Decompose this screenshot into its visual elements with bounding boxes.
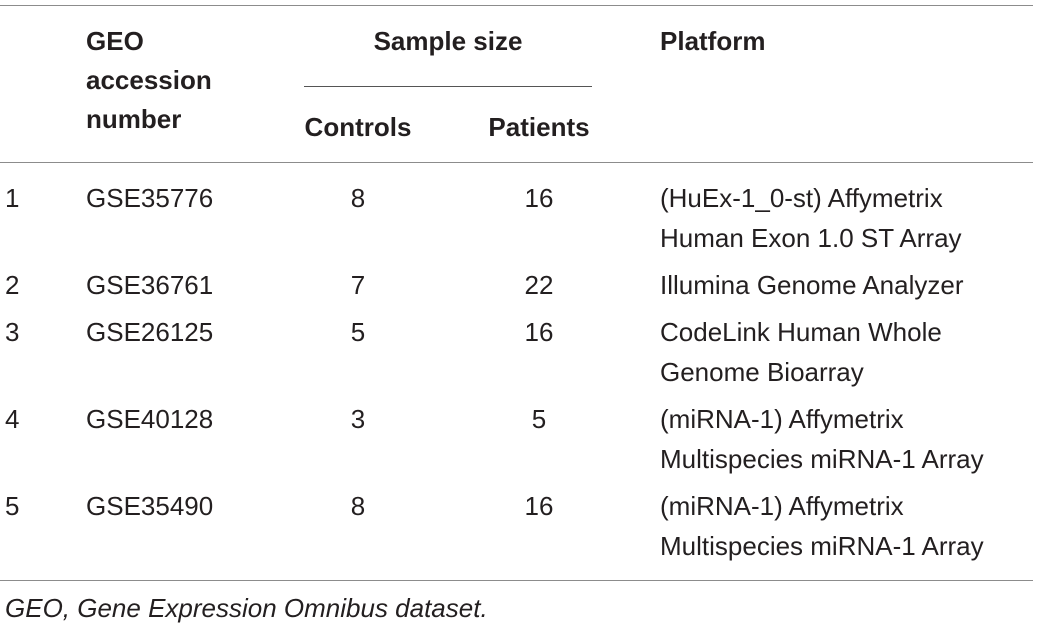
row-index: 3	[5, 317, 20, 347]
row-platform-line-2: Multispecies miRNA-1 Array	[660, 531, 984, 561]
row-index: 4	[5, 404, 20, 434]
row-accession: GSE35776	[86, 183, 214, 213]
row-controls: 3	[350, 404, 366, 434]
row-index: 1	[5, 183, 20, 213]
row-accession: GSE35490	[86, 491, 214, 521]
row-platform-line-2: Human Exon 1.0 ST Array	[660, 223, 962, 253]
header-platform: Platform	[660, 26, 766, 56]
table-bottom-rule	[0, 580, 1033, 581]
row-platform-line-2: Genome Bioarray	[660, 357, 864, 387]
row-controls: 7	[350, 270, 366, 300]
row-accession: GSE36761	[86, 270, 214, 300]
row-index: 2	[5, 270, 20, 300]
row-platform-line-2: Multispecies miRNA-1 Array	[660, 444, 984, 474]
row-controls: 8	[350, 183, 366, 213]
row-patients: 16	[524, 183, 554, 213]
row-patients: 5	[531, 404, 547, 434]
header-sample-size: Sample size	[373, 26, 523, 56]
row-patients: 16	[524, 491, 554, 521]
header-patients: Patients	[488, 112, 590, 142]
row-patients: 22	[524, 270, 554, 300]
header-bottom-rule	[0, 162, 1033, 163]
header-geo-line-1: GEO	[86, 26, 144, 56]
header-controls: Controls	[304, 112, 412, 142]
row-controls: 5	[350, 317, 366, 347]
row-accession: GSE40128	[86, 404, 214, 434]
row-platform-line-1: (HuEx-1_0-st) Affymetrix	[660, 183, 943, 213]
header-geo-line-3: number	[86, 104, 182, 134]
row-platform-line-1: (miRNA-1) Affymetrix	[660, 404, 904, 434]
row-patients: 16	[524, 317, 554, 347]
table-footnote: GEO, Gene Expression Omnibus dataset.	[5, 593, 488, 623]
table-top-rule	[0, 5, 1033, 6]
sample-size-group-rule	[304, 86, 592, 87]
row-index: 5	[5, 491, 20, 521]
row-platform-line-1: Illumina Genome Analyzer	[660, 270, 964, 300]
row-platform-line-1: CodeLink Human Whole	[660, 317, 942, 347]
header-geo-line-2: accession	[86, 65, 212, 95]
row-accession: GSE26125	[86, 317, 214, 347]
row-controls: 8	[350, 491, 366, 521]
row-platform-line-1: (miRNA-1) Affymetrix	[660, 491, 904, 521]
